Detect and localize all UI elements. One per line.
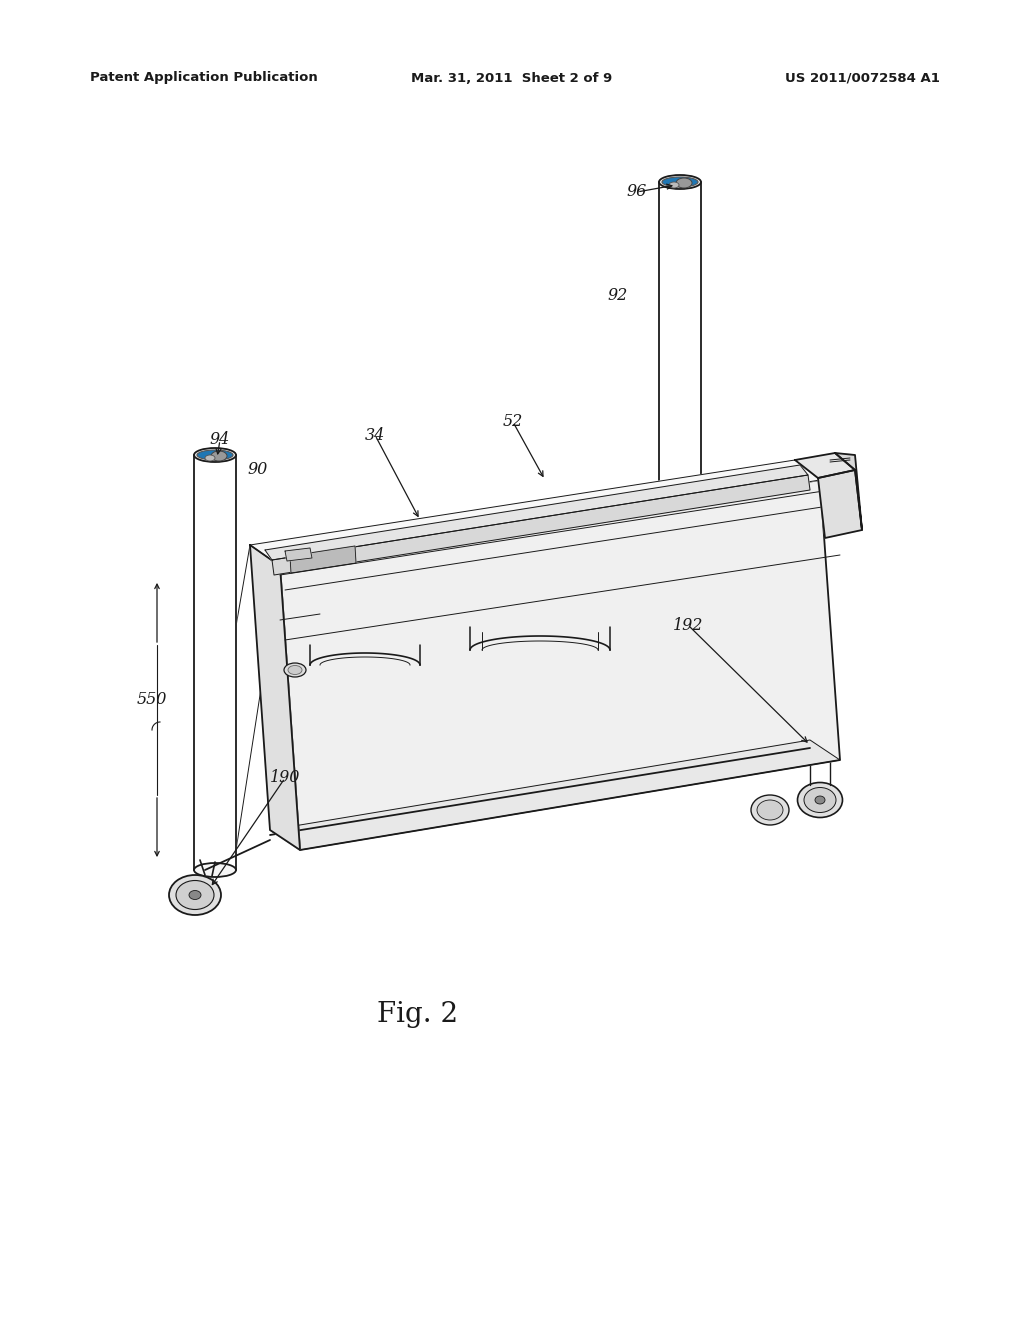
Ellipse shape	[205, 455, 215, 461]
Polygon shape	[818, 470, 862, 539]
Text: US 2011/0072584 A1: US 2011/0072584 A1	[785, 71, 940, 84]
Ellipse shape	[197, 450, 233, 459]
Ellipse shape	[169, 875, 221, 915]
Ellipse shape	[189, 891, 201, 899]
Ellipse shape	[659, 564, 701, 577]
Ellipse shape	[798, 783, 843, 817]
Ellipse shape	[176, 880, 214, 909]
Polygon shape	[795, 453, 855, 478]
Text: 550: 550	[137, 692, 167, 709]
Polygon shape	[265, 465, 808, 560]
Polygon shape	[250, 545, 300, 850]
Ellipse shape	[751, 795, 790, 825]
Ellipse shape	[659, 176, 701, 189]
Polygon shape	[250, 459, 820, 566]
Polygon shape	[272, 475, 810, 576]
Ellipse shape	[288, 665, 302, 675]
Polygon shape	[285, 548, 312, 561]
Text: 94: 94	[210, 432, 230, 449]
Text: 190: 190	[269, 770, 300, 787]
Text: 52: 52	[503, 413, 523, 430]
Text: 192: 192	[673, 616, 703, 634]
Ellipse shape	[662, 177, 698, 187]
Polygon shape	[290, 546, 356, 573]
Polygon shape	[659, 182, 701, 570]
Ellipse shape	[194, 863, 236, 876]
Text: 96: 96	[627, 183, 647, 201]
Text: Patent Application Publication: Patent Application Publication	[90, 71, 317, 84]
Ellipse shape	[804, 788, 836, 813]
Polygon shape	[270, 741, 840, 850]
Text: 92: 92	[608, 286, 628, 304]
Ellipse shape	[757, 800, 783, 820]
Polygon shape	[280, 480, 840, 850]
Ellipse shape	[211, 451, 227, 461]
Text: 34: 34	[365, 426, 385, 444]
Ellipse shape	[284, 663, 306, 677]
Text: Fig. 2: Fig. 2	[378, 1002, 459, 1028]
Text: Mar. 31, 2011  Sheet 2 of 9: Mar. 31, 2011 Sheet 2 of 9	[412, 71, 612, 84]
Ellipse shape	[669, 182, 679, 187]
Ellipse shape	[194, 447, 236, 462]
Polygon shape	[835, 453, 862, 531]
Ellipse shape	[676, 178, 692, 187]
Ellipse shape	[815, 796, 825, 804]
Polygon shape	[194, 455, 236, 870]
Text: 90: 90	[248, 462, 268, 479]
